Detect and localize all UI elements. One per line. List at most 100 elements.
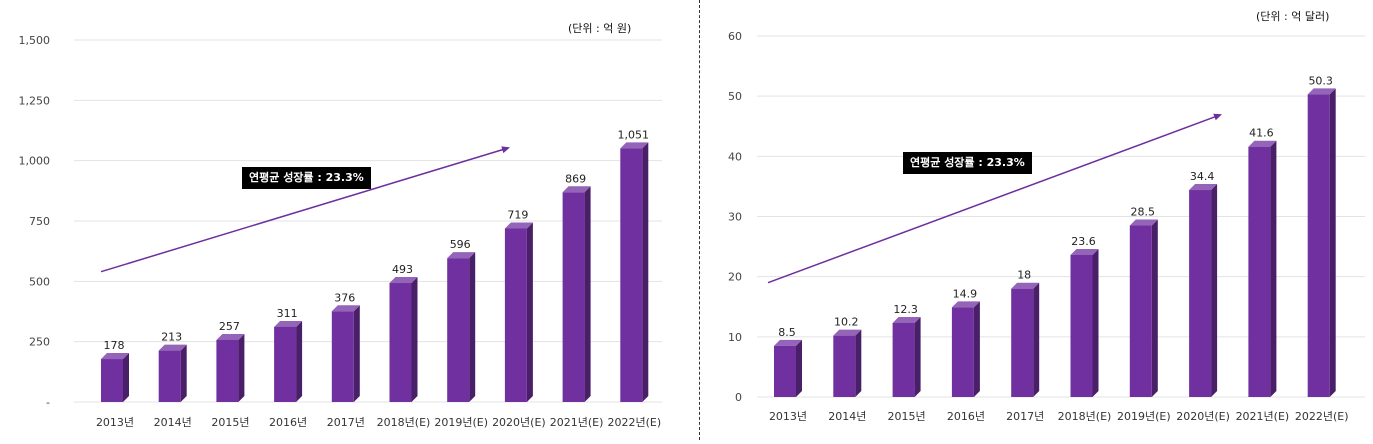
chart-panel-krw: (단위 : 억 원) 연평균 성장률 : 23.3% - 250 500 750 1,0… bbox=[19, 22, 662, 429]
bar-top bbox=[620, 142, 649, 149]
bar-top bbox=[216, 333, 245, 340]
bar-top bbox=[1070, 249, 1099, 256]
bar-top bbox=[274, 320, 303, 327]
bar-side bbox=[1270, 140, 1277, 397]
bar-top bbox=[951, 301, 980, 308]
data-label: 28.5 bbox=[1131, 206, 1156, 219]
trend-arrow-line bbox=[767, 114, 1219, 284]
chart-panel-usd: (단위 : 억 달러) 연평균 성장률 : 23.3% 0 10 20 30 40 50 6… bbox=[700, 0, 1373, 440]
data-label: 213 bbox=[161, 331, 182, 344]
cagr-badge: 연평균 성장률 : 23.3% bbox=[242, 167, 371, 189]
bar-chart-krw: - 250 500 750 1,000 1,250 1,500 178 2013년 213 2014… bbox=[19, 34, 662, 429]
bar-side bbox=[238, 333, 245, 402]
bar bbox=[1189, 190, 1212, 397]
bar-top bbox=[1307, 88, 1336, 95]
bar-top bbox=[447, 252, 476, 259]
y-tick-label: 10 bbox=[728, 331, 742, 344]
x-tick-label: 2016년 bbox=[269, 416, 307, 429]
bar bbox=[216, 339, 239, 402]
bar bbox=[562, 192, 585, 402]
bar-side bbox=[642, 142, 649, 402]
data-label: 18 bbox=[1017, 269, 1031, 282]
bar bbox=[1248, 146, 1271, 397]
bar bbox=[951, 307, 974, 397]
trend-arrow-head bbox=[1213, 113, 1222, 121]
x-tick-label: 2016년 bbox=[947, 410, 985, 423]
bar bbox=[331, 311, 354, 402]
bar-side bbox=[296, 320, 303, 402]
data-label: 12.3 bbox=[893, 303, 918, 316]
unit-label: (단위 : 억 달러) bbox=[1256, 10, 1330, 23]
bar-top bbox=[504, 222, 533, 229]
bar bbox=[1307, 94, 1330, 397]
bar bbox=[504, 228, 527, 402]
bar bbox=[389, 283, 412, 402]
y-tick-label: 250 bbox=[29, 336, 50, 349]
bar-top bbox=[389, 277, 418, 284]
data-label: 311 bbox=[277, 307, 298, 320]
data-label: 50.3 bbox=[1308, 74, 1333, 87]
y-tick-label: 60 bbox=[728, 30, 742, 43]
x-tick-label: 2018년(E) bbox=[377, 416, 431, 429]
bar-side bbox=[1211, 184, 1218, 397]
bar-top bbox=[892, 316, 921, 323]
panel-divider bbox=[699, 0, 700, 440]
y-tick-label: 50 bbox=[728, 90, 742, 103]
x-tick-label: 2014년 bbox=[154, 416, 192, 429]
bar-side bbox=[123, 353, 129, 402]
data-label: 41.6 bbox=[1249, 127, 1274, 140]
data-label: 376 bbox=[334, 291, 355, 304]
bar bbox=[892, 322, 915, 397]
x-tick-label: 2013년 bbox=[769, 410, 807, 423]
bar bbox=[274, 326, 297, 402]
y-tick-label: 0 bbox=[735, 391, 742, 404]
data-label: 10.2 bbox=[834, 316, 859, 329]
x-tick-label: 2015년 bbox=[211, 416, 249, 429]
bar-side bbox=[1329, 88, 1336, 397]
bar-side bbox=[411, 277, 418, 402]
data-label: 257 bbox=[219, 320, 240, 333]
cagr-badge: 연평균 성장률 : 23.3% bbox=[903, 152, 1032, 174]
x-tick-label: 2014년 bbox=[828, 410, 866, 423]
data-label: 1,051 bbox=[618, 128, 650, 141]
y-tick-label: 1,500 bbox=[19, 34, 51, 47]
y-tick-label: 20 bbox=[728, 271, 742, 284]
data-label: 719 bbox=[507, 208, 528, 221]
bar-side bbox=[526, 222, 533, 402]
trend-arrow-line bbox=[100, 147, 507, 273]
y-tick-label: 1,250 bbox=[19, 94, 51, 107]
y-tick-label: - bbox=[46, 396, 50, 409]
bar bbox=[833, 335, 856, 397]
y-tick-label: 30 bbox=[728, 211, 742, 224]
y-tick-label: 1,000 bbox=[19, 155, 51, 168]
bar-top bbox=[331, 305, 360, 312]
data-label: 178 bbox=[104, 339, 125, 352]
unit-label: (단위 : 억 원) bbox=[568, 22, 632, 35]
bar bbox=[1011, 288, 1034, 397]
x-tick-label: 2020년(E) bbox=[492, 416, 546, 429]
bar-top bbox=[774, 339, 802, 346]
bar-top bbox=[1129, 219, 1158, 226]
bar-side bbox=[1092, 249, 1099, 397]
trend-arrow-head bbox=[501, 146, 510, 154]
bar-side bbox=[1033, 282, 1040, 397]
data-label: 596 bbox=[450, 238, 471, 251]
bar-side bbox=[914, 316, 921, 397]
data-label: 8.5 bbox=[778, 326, 796, 339]
x-tick-label: 2019년(E) bbox=[1117, 410, 1171, 423]
data-label: 869 bbox=[565, 172, 586, 185]
data-label: 14.9 bbox=[953, 287, 978, 300]
bar-top bbox=[101, 353, 129, 360]
bar bbox=[101, 359, 123, 402]
bar-chart-usd: 0 10 20 30 40 50 60 8.5 2013년 10.2 2014년 12.3 2015년 1… bbox=[728, 30, 1365, 423]
bar-top bbox=[1189, 184, 1218, 191]
bar bbox=[447, 258, 470, 402]
y-tick-label: 500 bbox=[29, 275, 50, 288]
bar-top bbox=[1248, 140, 1277, 147]
x-tick-label: 2021년(E) bbox=[1236, 410, 1290, 423]
y-tick-label: 750 bbox=[29, 215, 50, 228]
x-tick-label: 2022년(E) bbox=[607, 416, 661, 429]
bar-side bbox=[855, 329, 862, 397]
x-tick-label: 2018년(E) bbox=[1058, 410, 1112, 423]
data-label: 34.4 bbox=[1190, 170, 1215, 183]
